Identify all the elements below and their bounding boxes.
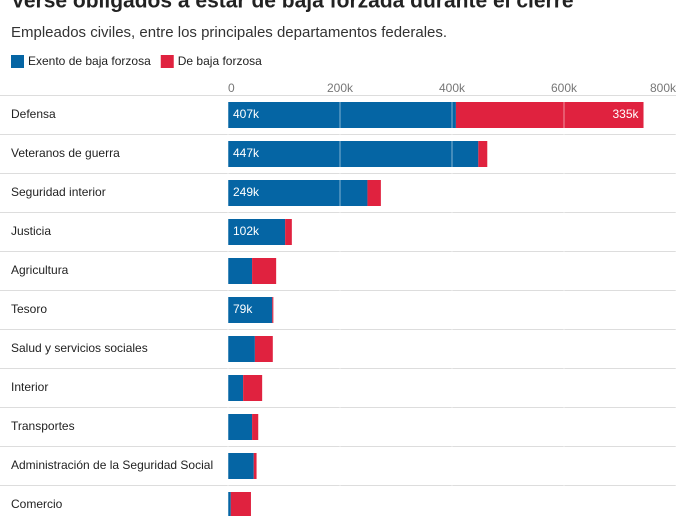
category-label: Justicia bbox=[11, 224, 51, 238]
category-label: Salud y servicios sociales bbox=[11, 341, 148, 355]
category-label: Veteranos de guerra bbox=[11, 146, 120, 160]
category-label: Tesoro bbox=[11, 302, 47, 316]
value-label: 102k bbox=[233, 224, 260, 238]
value-label: 407k bbox=[233, 107, 260, 121]
bar bbox=[455, 102, 644, 128]
category-label: Transportes bbox=[11, 419, 75, 433]
bar bbox=[228, 219, 286, 245]
category-label: Interior bbox=[11, 380, 48, 394]
bar bbox=[230, 492, 251, 516]
legend-label: De baja forzosa bbox=[178, 54, 262, 68]
bar bbox=[228, 336, 255, 362]
bar bbox=[272, 297, 274, 323]
bar bbox=[228, 141, 479, 167]
bar bbox=[228, 492, 231, 516]
x-tick-label: 0 bbox=[228, 81, 235, 95]
x-tick-label: 400k bbox=[439, 81, 466, 95]
bar bbox=[478, 141, 488, 167]
chart-subtitle: Empleados civiles, entre los principales… bbox=[11, 24, 447, 41]
legend-swatch bbox=[160, 55, 174, 68]
bar bbox=[228, 375, 244, 401]
bar bbox=[367, 180, 381, 206]
bar bbox=[253, 453, 257, 479]
category-label: Defensa bbox=[11, 107, 56, 121]
bar bbox=[228, 453, 254, 479]
legend-swatch bbox=[11, 55, 24, 68]
category-label: Agricultura bbox=[11, 263, 69, 277]
chart-title: Verse obligados a estar de baja forzada … bbox=[11, 0, 574, 13]
bar bbox=[228, 297, 273, 323]
bar bbox=[254, 336, 273, 362]
category-label: Administración de la Seguridad Social bbox=[11, 458, 213, 472]
value-label: 249k bbox=[233, 185, 260, 199]
bar bbox=[285, 219, 292, 245]
bar bbox=[228, 102, 456, 128]
legend-label: Exento de baja forzosa bbox=[28, 54, 151, 68]
category-label: Seguridad interior bbox=[11, 185, 106, 199]
bar bbox=[228, 180, 368, 206]
bar bbox=[228, 258, 253, 284]
bar bbox=[243, 375, 263, 401]
value-label: 335k bbox=[612, 107, 639, 121]
bar bbox=[252, 258, 277, 284]
bar bbox=[252, 414, 259, 440]
x-tick-label: 200k bbox=[327, 81, 354, 95]
category-label: Comercio bbox=[11, 497, 63, 511]
bar bbox=[228, 414, 253, 440]
x-tick-label: 800k bbox=[650, 81, 677, 95]
value-label: 447k bbox=[233, 146, 260, 160]
x-tick-label: 600k bbox=[551, 81, 578, 95]
value-label: 79k bbox=[233, 302, 253, 316]
